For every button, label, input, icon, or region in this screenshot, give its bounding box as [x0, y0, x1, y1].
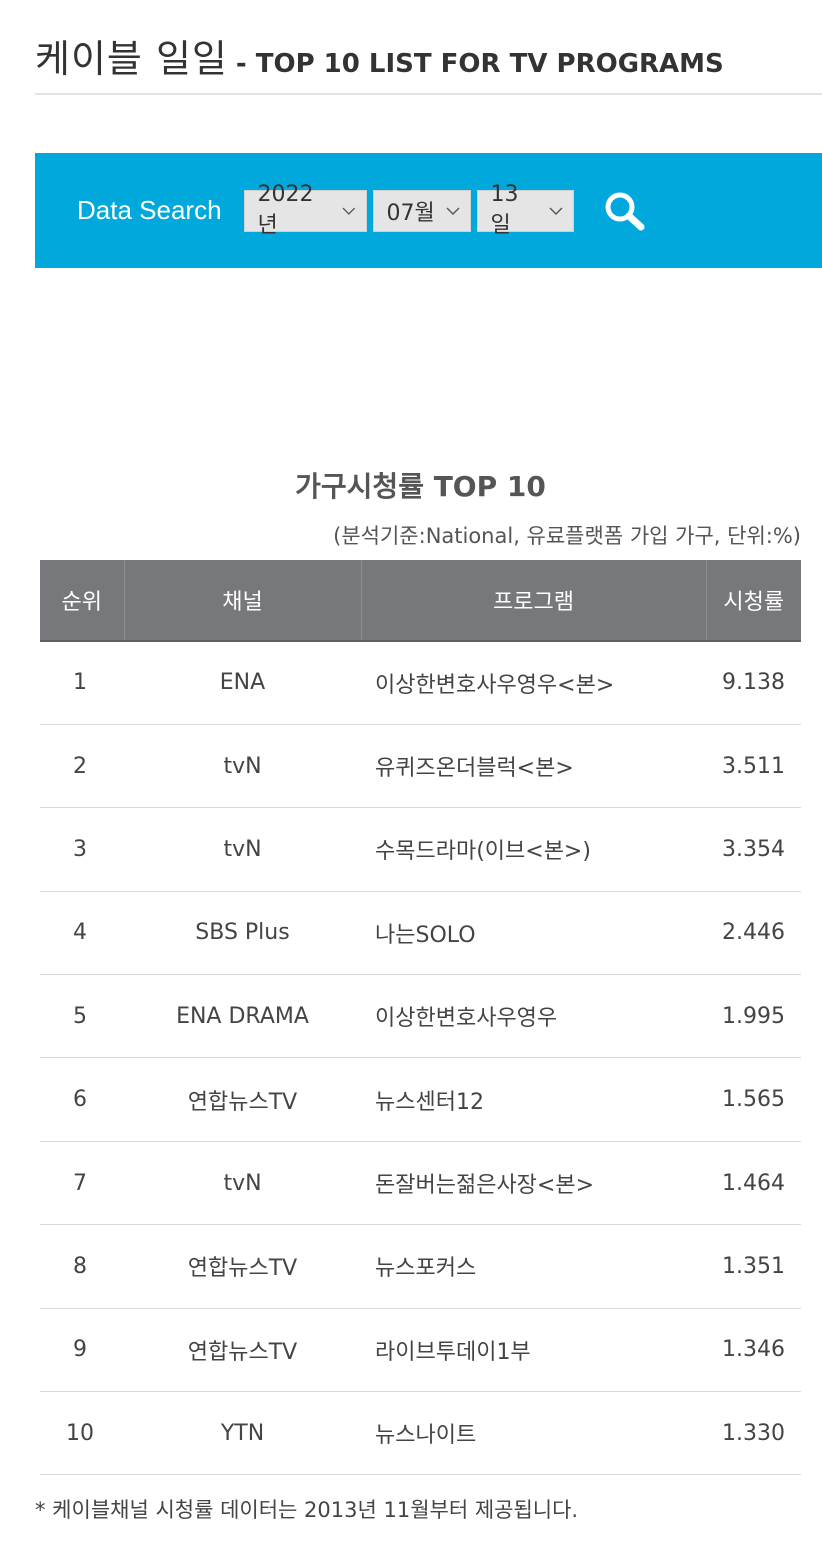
- program-cell: 이상한변호사우영우<본>: [361, 641, 706, 725]
- table-title: 가구시청률 TOP 10: [295, 470, 546, 503]
- ratings-table: 순위 채널 프로그램 시청률 1 ENA 이상한변호사우영우<본> 9.138 …: [40, 560, 801, 1476]
- chevron-down-icon: [342, 207, 356, 215]
- rating-cell: 1.464: [706, 1141, 801, 1226]
- page-header: 케이블 일일 - TOP 10 LIST FOR TV PROGRAMS: [35, 28, 822, 95]
- table-header-row: 순위 채널 프로그램 시청률: [40, 560, 801, 642]
- page-subtitle: - TOP 10 LIST FOR TV PROGRAMS: [235, 49, 724, 79]
- rank-cell: 2: [40, 724, 124, 809]
- channel-cell: 연합뉴스TV: [124, 1224, 361, 1309]
- table-row: 4 SBS Plus 나는SOLO 2.446: [40, 891, 801, 976]
- rating-cell: 9.138: [706, 641, 801, 725]
- data-search-label: Data Search: [77, 195, 222, 225]
- channel-cell: tvN: [124, 724, 361, 809]
- rating-cell: 1.995: [706, 974, 801, 1059]
- channel-cell: tvN: [124, 1141, 361, 1226]
- table-row: 7 tvN 돈잘버는젊은사장<본> 1.464: [40, 1141, 801, 1226]
- table-row: 2 tvN 유퀴즈온더블럭<본> 3.511: [40, 724, 801, 809]
- rank-cell: 6: [40, 1057, 124, 1142]
- rank-cell: 8: [40, 1224, 124, 1309]
- program-cell: 뉴스나이트: [361, 1391, 706, 1476]
- column-header-channel: 채널: [124, 560, 362, 642]
- page-title: 케이블 일일: [35, 37, 228, 81]
- table-row: 3 tvN 수목드라마(이브<본>) 3.354: [40, 807, 801, 892]
- rating-cell: 3.354: [706, 807, 801, 892]
- rank-cell: 3: [40, 807, 124, 892]
- search-icon: [605, 192, 645, 230]
- rating-cell: 1.346: [706, 1308, 801, 1393]
- day-select[interactable]: 13일: [476, 182, 574, 238]
- month-select-value: 07월: [386, 200, 435, 226]
- data-search-bar: Data Search 2022년 07월 13일: [35, 153, 822, 268]
- program-cell: 나는SOLO: [361, 891, 706, 976]
- rating-cell: 1.330: [706, 1391, 801, 1476]
- program-cell: 돈잘버는젊은사장<본>: [361, 1141, 706, 1226]
- column-header-program: 프로그램: [361, 560, 707, 642]
- table-row: 1 ENA 이상한변호사우영우<본> 9.138: [40, 641, 801, 725]
- table-row: 8 연합뉴스TV 뉴스포커스 1.351: [40, 1224, 801, 1309]
- column-header-rank: 순위: [40, 560, 125, 642]
- chevron-down-icon: [446, 207, 460, 215]
- channel-cell: ENA: [124, 641, 361, 725]
- program-cell: 라이브투데이1부: [361, 1308, 706, 1393]
- table-row: 9 연합뉴스TV 라이브투데이1부 1.346: [40, 1308, 801, 1393]
- rating-cell: 2.446: [706, 891, 801, 976]
- program-cell: 수목드라마(이브<본>): [361, 807, 706, 892]
- rank-cell: 10: [40, 1391, 124, 1476]
- rank-cell: 5: [40, 974, 124, 1059]
- year-select[interactable]: 2022년: [243, 182, 367, 238]
- month-select[interactable]: 07월: [372, 189, 471, 232]
- rank-cell: 4: [40, 891, 124, 976]
- footnote: * 케이블채널 시청률 데이터는 2013년 11월부터 제공됩니다.: [35, 1498, 579, 1522]
- table-row: 5 ENA DRAMA 이상한변호사우영우 1.995: [40, 974, 801, 1059]
- channel-cell: tvN: [124, 807, 361, 892]
- table-note: (분석기준:National, 유료플랫폼 가입 가구, 단위:%): [333, 524, 801, 548]
- channel-cell: 연합뉴스TV: [124, 1057, 361, 1142]
- rating-cell: 1.351: [706, 1224, 801, 1309]
- channel-cell: YTN: [124, 1391, 361, 1476]
- table-row: 6 연합뉴스TV 뉴스센터12 1.565: [40, 1057, 801, 1142]
- year-select-value: 2022년: [257, 182, 314, 238]
- search-button[interactable]: [600, 187, 648, 235]
- program-cell: 뉴스포커스: [361, 1224, 706, 1309]
- table-row: 10 YTN 뉴스나이트 1.330: [40, 1391, 801, 1476]
- rank-cell: 7: [40, 1141, 124, 1226]
- column-header-rating: 시청률: [706, 560, 801, 642]
- program-cell: 뉴스센터12: [361, 1057, 706, 1142]
- chevron-down-icon: [549, 207, 563, 215]
- channel-cell: ENA DRAMA: [124, 974, 361, 1059]
- program-cell: 유퀴즈온더블럭<본>: [361, 724, 706, 809]
- program-cell: 이상한변호사우영우: [361, 974, 706, 1059]
- channel-cell: 연합뉴스TV: [124, 1308, 361, 1393]
- rating-cell: 1.565: [706, 1057, 801, 1142]
- day-select-value: 13일: [490, 182, 519, 238]
- channel-cell: SBS Plus: [124, 891, 361, 976]
- rank-cell: 9: [40, 1308, 124, 1393]
- rating-cell: 3.511: [706, 724, 801, 809]
- rank-cell: 1: [40, 641, 124, 725]
